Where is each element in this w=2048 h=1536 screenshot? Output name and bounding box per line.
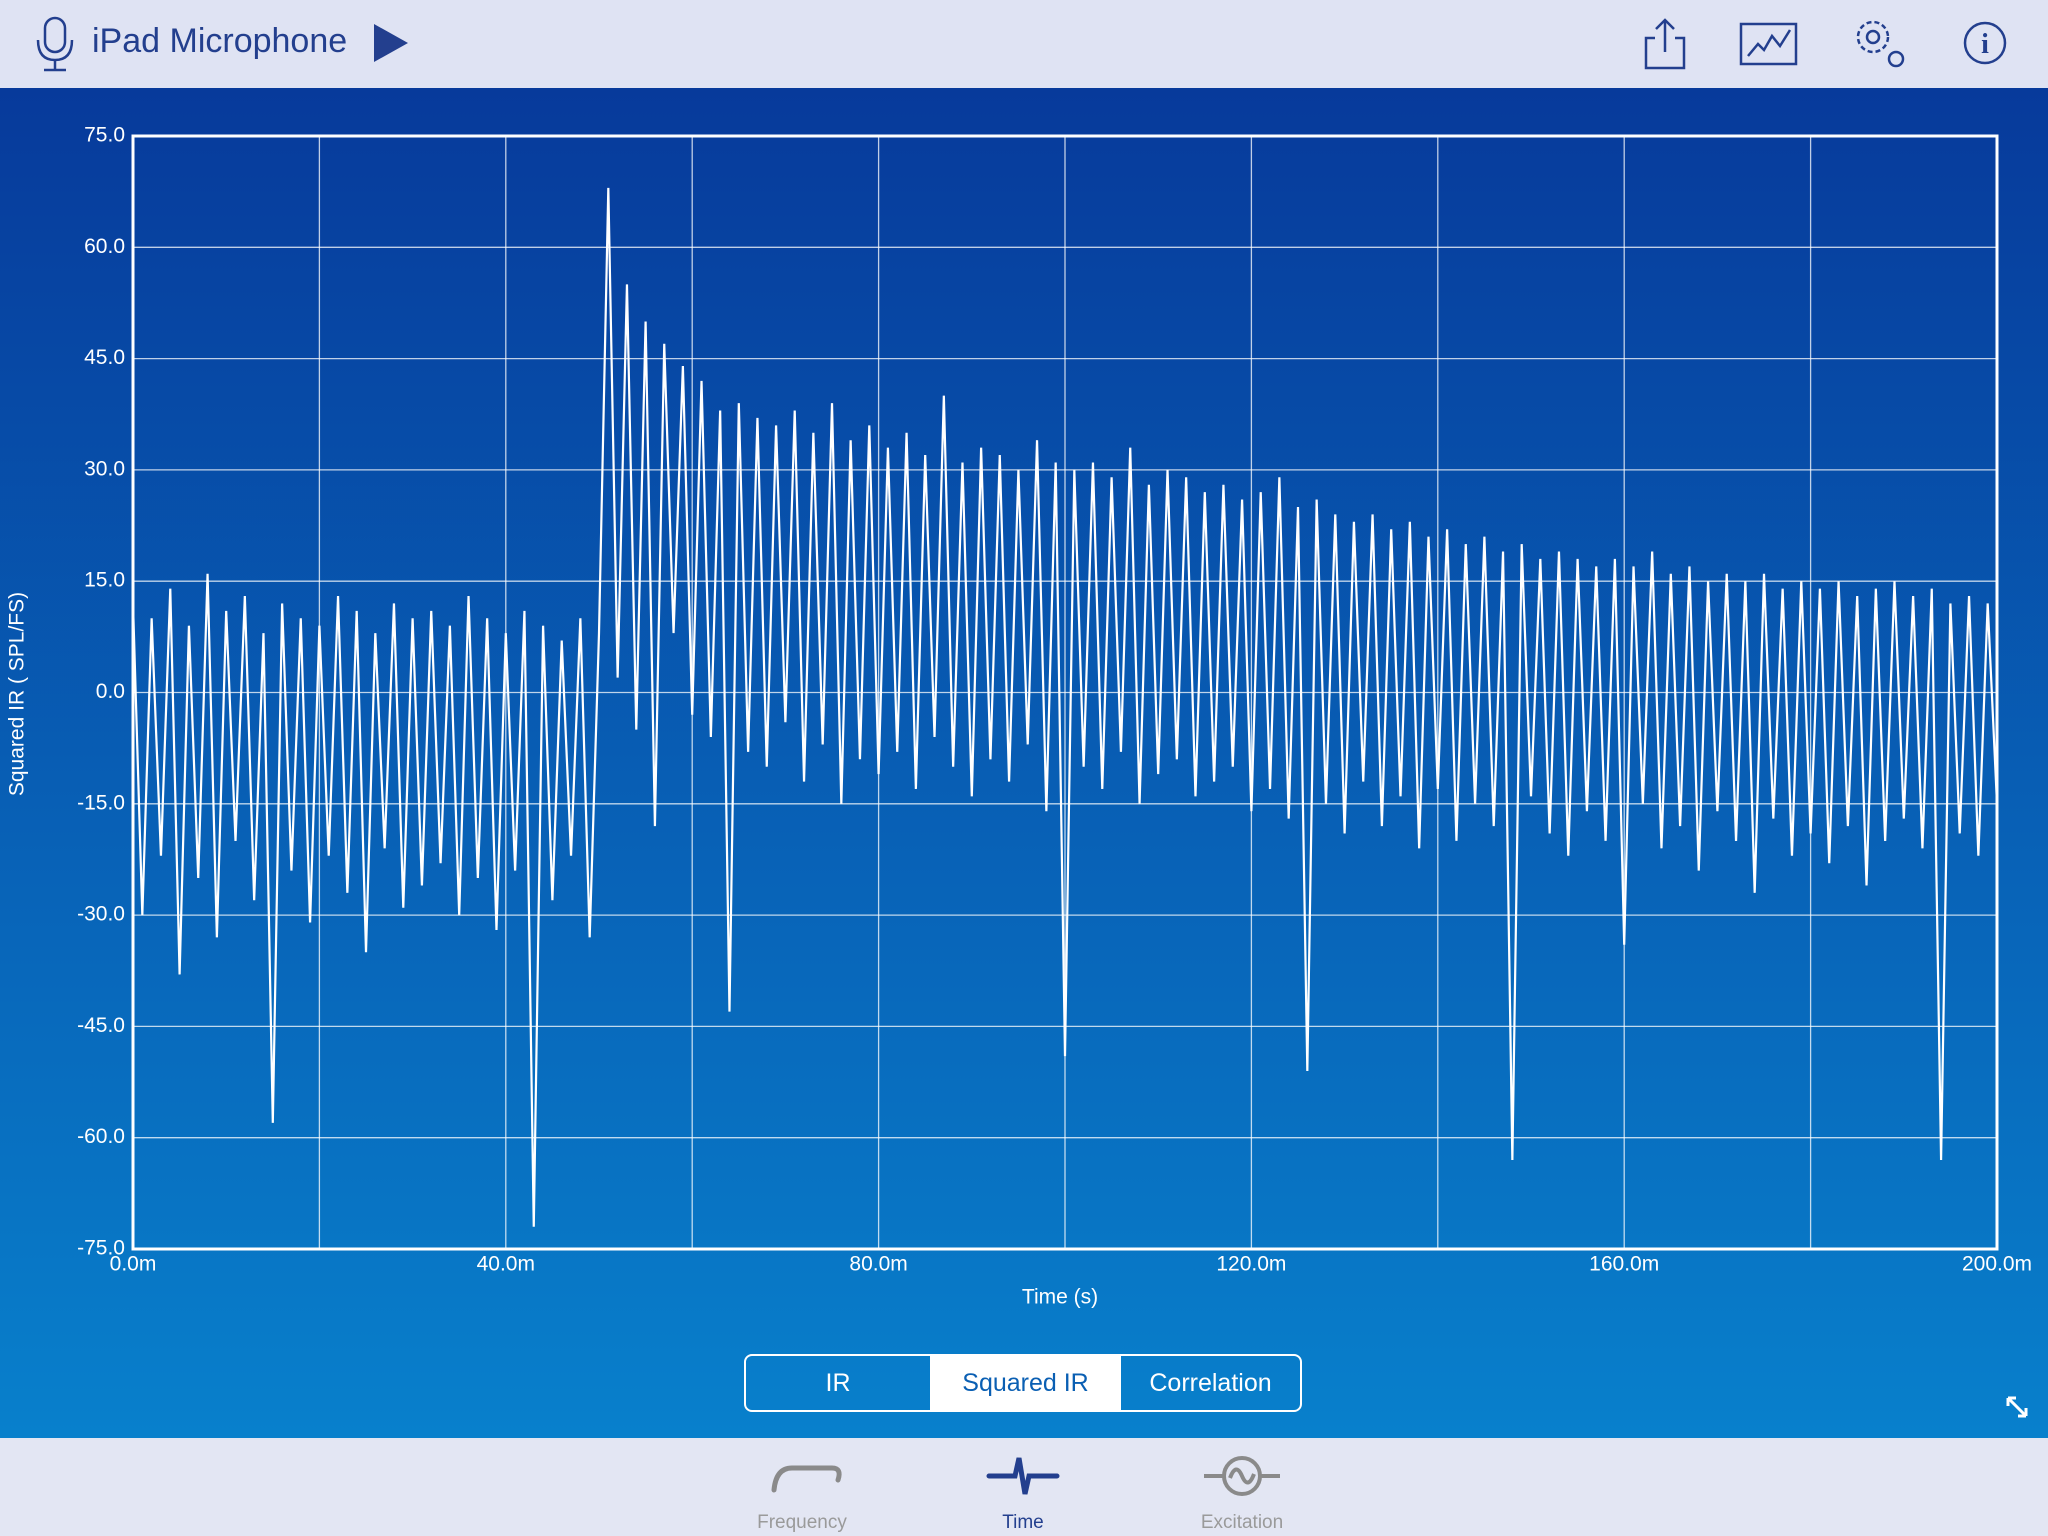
segment[interactable]: Squared IR	[930, 1356, 1119, 1410]
y-tick-label: -30.0	[77, 903, 125, 926]
y-tick-label: 15.0	[84, 569, 125, 592]
segment[interactable]: Correlation	[1119, 1356, 1300, 1410]
y-tick-label: -60.0	[77, 1125, 125, 1148]
input-title[interactable]: iPad Microphone	[92, 22, 348, 60]
tab-label: Excitation	[1200, 1512, 1284, 1533]
x-tick-label: 80.0m	[849, 1253, 907, 1276]
tab-label: Frequency	[757, 1512, 847, 1533]
x-tick-label: 40.0m	[477, 1253, 535, 1276]
y-tick-label: 30.0	[84, 457, 125, 480]
chart: Time (s) Squared IR ( SPL/FS) -75.0 -60.0…	[6, 124, 2032, 1418]
svg-text:i: i	[1981, 29, 1989, 60]
y-axis-title: Squared IR ( SPL/FS)	[6, 592, 29, 796]
play-button[interactable]	[374, 24, 408, 62]
y-tick-label: 60.0	[84, 235, 125, 258]
segment[interactable]: IR	[825, 1368, 851, 1397]
toolbar: i iPad Microphone	[0, 0, 2048, 88]
y-tick-label: -15.0	[77, 791, 125, 814]
ir-trace	[133, 187, 1997, 1227]
y-tick-label: 0.0	[96, 680, 125, 703]
x-tick-label: 200.0m	[1962, 1253, 2032, 1276]
tab[interactable]: Frequency	[702, 1438, 902, 1536]
toolbar-icons: i	[36, 16, 2007, 72]
x-tick-label: 120.0m	[1216, 1253, 1286, 1276]
mic-icon[interactable]	[36, 16, 74, 72]
tab[interactable]: Excitation	[1142, 1438, 1342, 1536]
y-tick-label: 75.0	[84, 124, 125, 147]
tab[interactable]: Time	[923, 1438, 1123, 1536]
chart-button[interactable]	[1739, 22, 1798, 66]
x-tick-label: 0.0m	[110, 1253, 157, 1276]
frequency-icon	[771, 1465, 842, 1493]
time-icon	[986, 1457, 1060, 1495]
y-tick-label: -45.0	[77, 1014, 125, 1037]
settings-button[interactable]	[1856, 20, 1905, 68]
y-tick-label: 45.0	[84, 346, 125, 369]
tab-label: Time	[1002, 1512, 1044, 1533]
x-axis-title: Time (s)	[1022, 1286, 1098, 1309]
share-button[interactable]	[1644, 18, 1686, 70]
y-tick-label: -75.0	[77, 1237, 125, 1260]
expand-button[interactable]	[2006, 1396, 2028, 1418]
tab-bar: Frequency Time Excitation	[0, 1438, 2048, 1536]
info-button[interactable]: i	[1963, 21, 2007, 65]
excitation-icon	[1204, 1456, 1280, 1496]
view-segmented-control: IR Squared IR Correlation	[744, 1354, 1302, 1412]
x-tick-label: 160.0m	[1589, 1253, 1659, 1276]
chart-area: Time (s) Squared IR ( SPL/FS) -75.0 -60.0…	[0, 88, 2048, 1438]
plot-frame	[131, 134, 1999, 1251]
